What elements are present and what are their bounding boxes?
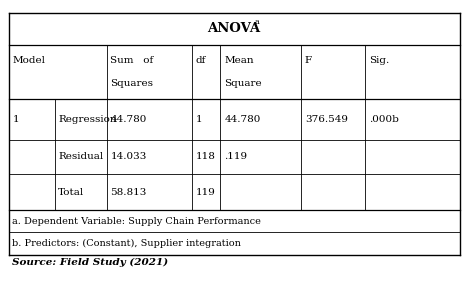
Text: .119: .119 xyxy=(224,152,247,162)
Text: 58.813: 58.813 xyxy=(110,188,147,197)
Text: Mean: Mean xyxy=(224,56,254,65)
Text: ANOVA: ANOVA xyxy=(208,22,261,35)
Text: Source: Field Study (2021): Source: Field Study (2021) xyxy=(12,257,168,267)
Text: 1: 1 xyxy=(12,115,19,124)
Text: 14.033: 14.033 xyxy=(110,152,147,162)
Text: .000b: .000b xyxy=(369,115,399,124)
Text: Squares: Squares xyxy=(110,79,154,88)
Text: Total: Total xyxy=(58,188,84,197)
Text: Model: Model xyxy=(12,56,46,65)
Text: Sum   of: Sum of xyxy=(110,56,154,65)
Text: Regression: Regression xyxy=(58,115,117,124)
Text: 44.780: 44.780 xyxy=(110,115,147,124)
Text: df: df xyxy=(196,56,206,65)
Text: Sig.: Sig. xyxy=(369,56,389,65)
Text: Square: Square xyxy=(224,79,262,88)
Text: 119: 119 xyxy=(196,188,216,197)
Text: 118: 118 xyxy=(196,152,216,162)
Text: 1: 1 xyxy=(196,115,202,124)
Text: 376.549: 376.549 xyxy=(305,115,348,124)
Text: 44.780: 44.780 xyxy=(224,115,261,124)
Text: b. Predictors: (Constant), Supplier integration: b. Predictors: (Constant), Supplier inte… xyxy=(12,239,241,248)
Text: a: a xyxy=(255,18,259,26)
Text: Residual: Residual xyxy=(58,152,103,162)
Text: a. Dependent Variable: Supply Chain Performance: a. Dependent Variable: Supply Chain Perf… xyxy=(12,217,261,226)
Text: F: F xyxy=(305,56,312,65)
